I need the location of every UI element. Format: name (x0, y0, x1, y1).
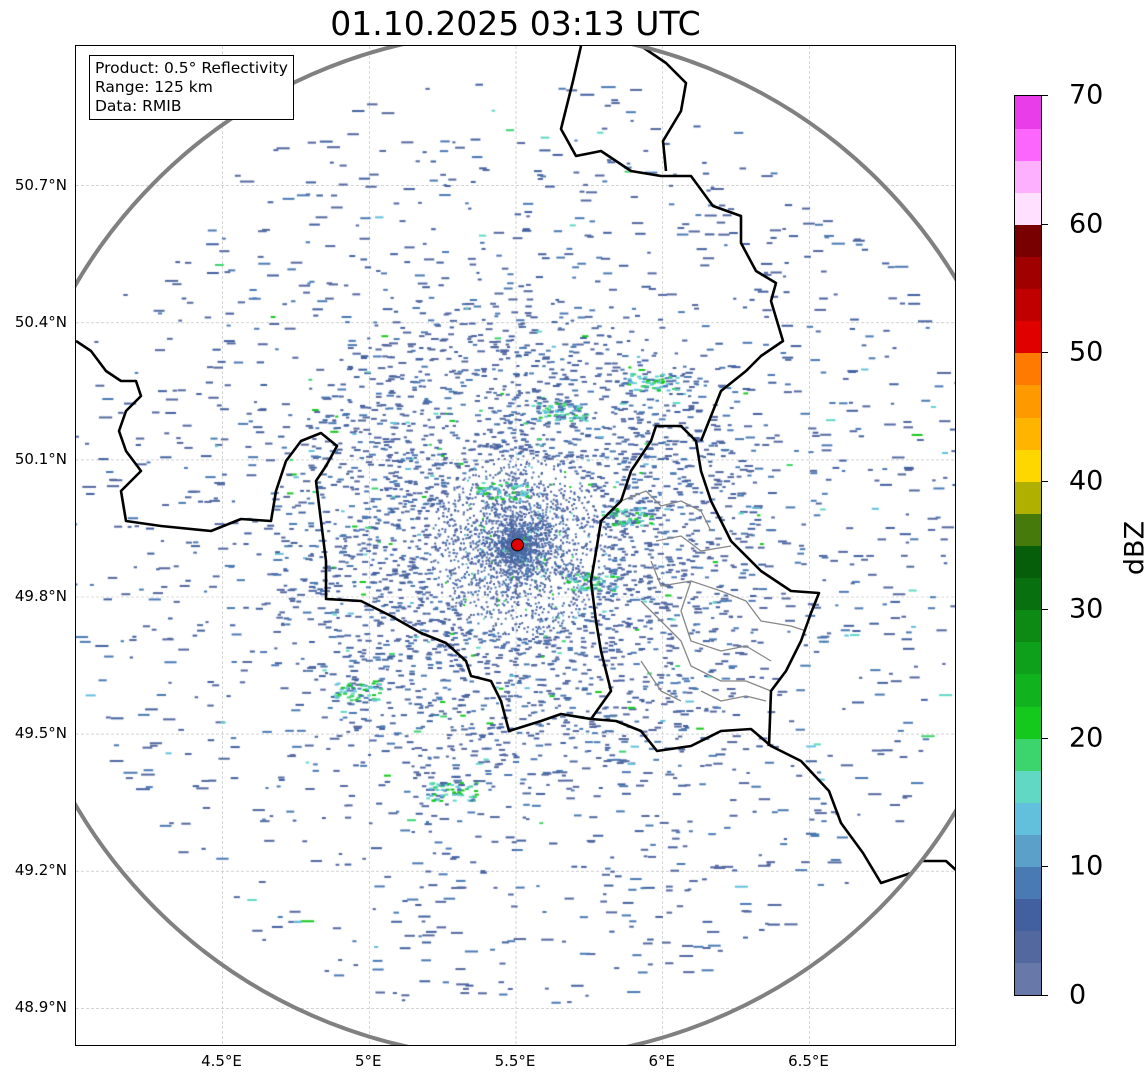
colorbar-tick-label: 50 (1069, 336, 1104, 368)
colorbar-tick-label: 10 (1069, 850, 1104, 882)
radar-map (75, 45, 956, 1046)
map-overlay (76, 46, 955, 885)
colorbar-bin (1015, 128, 1041, 161)
y-tick-label: 50.4°N (14, 312, 67, 331)
colorbar-bin (1015, 545, 1041, 579)
colorbar-tick-mark (1042, 223, 1048, 225)
luxembourg-canton-borders (620, 490, 807, 702)
colorbar-bin (1015, 641, 1041, 675)
colorbar-tick-label: 40 (1069, 465, 1104, 497)
x-tick-label: 4.5°E (201, 1052, 242, 1070)
colorbar-bin (1015, 513, 1041, 546)
colorbar-bin (1015, 802, 1041, 835)
colorbar-bin (1015, 256, 1041, 290)
colorbar-bin (1015, 481, 1041, 514)
info-data-source: Data: RMIB (95, 97, 182, 115)
colorbar-tick-mark (1042, 609, 1048, 611)
colorbar-bin (1015, 706, 1041, 739)
colorbar-bin (1015, 962, 1041, 996)
country-borders (76, 46, 955, 885)
colorbar-tick-mark (1042, 737, 1048, 739)
y-tick-label: 50.1°N (14, 449, 67, 468)
info-box: Product: 0.5° Reflectivity Range: 125 km… (89, 55, 294, 120)
colorbar-bin (1015, 417, 1041, 450)
colorbar-tick-label: 30 (1069, 593, 1104, 625)
colorbar-bin (1015, 384, 1041, 418)
info-range: Range: 125 km (95, 78, 213, 96)
colorbar-tick-label: 0 (1069, 979, 1087, 1011)
chart-title: 01.10.2025 03:13 UTC (330, 4, 701, 43)
colorbar (1014, 95, 1042, 996)
x-tick-label: 5.5°E (494, 1052, 536, 1070)
colorbar-label: dBZ (1119, 520, 1148, 576)
colorbar-bin (1015, 192, 1041, 225)
colorbar-bin (1015, 224, 1041, 258)
colorbar-bin (1015, 770, 1041, 803)
colorbar-bin (1015, 449, 1041, 482)
y-tick-label: 50.7°N (14, 175, 67, 194)
colorbar-tick-label: 60 (1069, 208, 1104, 240)
colorbar-tick-mark (1042, 480, 1048, 482)
colorbar-tick-mark (1042, 95, 1048, 96)
colorbar-bin (1015, 288, 1041, 322)
x-tick-label: 6.5°E (788, 1052, 829, 1070)
y-tick-label: 49.5°N (14, 724, 67, 743)
colorbar-bin (1015, 609, 1041, 643)
colorbar-tick-mark (1042, 995, 1048, 996)
colorbar-bin (1015, 898, 1041, 932)
colorbar-bin (1015, 866, 1041, 900)
colorbar-tick-label: 20 (1069, 722, 1104, 754)
colorbar-tick-mark (1042, 352, 1048, 354)
colorbar-bin (1015, 320, 1041, 354)
colorbar-bin (1015, 160, 1041, 193)
info-product: Product: 0.5° Reflectivity (95, 59, 288, 77)
range-ring (76, 46, 955, 1045)
colorbar-bin (1015, 738, 1041, 771)
colorbar-bin (1015, 673, 1041, 707)
x-tick-label: 5°E (354, 1052, 382, 1070)
radar-site-marker (510, 538, 524, 552)
colorbar-bin (1015, 834, 1041, 868)
colorbar-bin (1015, 352, 1041, 386)
colorbar-bin (1015, 930, 1041, 964)
colorbar-bin (1015, 96, 1041, 129)
colorbar-bin (1015, 577, 1041, 611)
y-tick-label: 48.9°N (14, 998, 67, 1017)
colorbar-tick-label: 70 (1069, 79, 1104, 111)
x-tick-label: 6°E (648, 1052, 676, 1070)
colorbar-tick-mark (1042, 866, 1048, 868)
y-tick-label: 49.2°N (14, 861, 67, 880)
y-tick-label: 49.8°N (14, 587, 67, 605)
